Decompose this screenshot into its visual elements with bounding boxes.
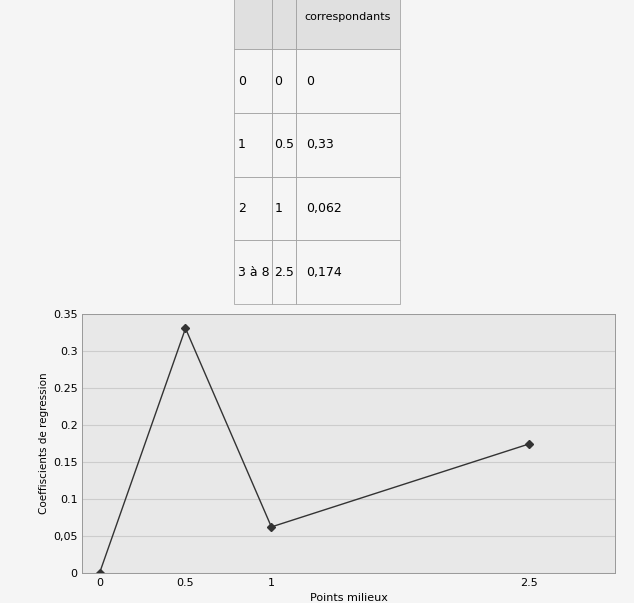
X-axis label: Points milieux: Points milieux <box>310 593 387 603</box>
Y-axis label: Coeffiscients de regression: Coeffiscients de regression <box>39 373 49 514</box>
